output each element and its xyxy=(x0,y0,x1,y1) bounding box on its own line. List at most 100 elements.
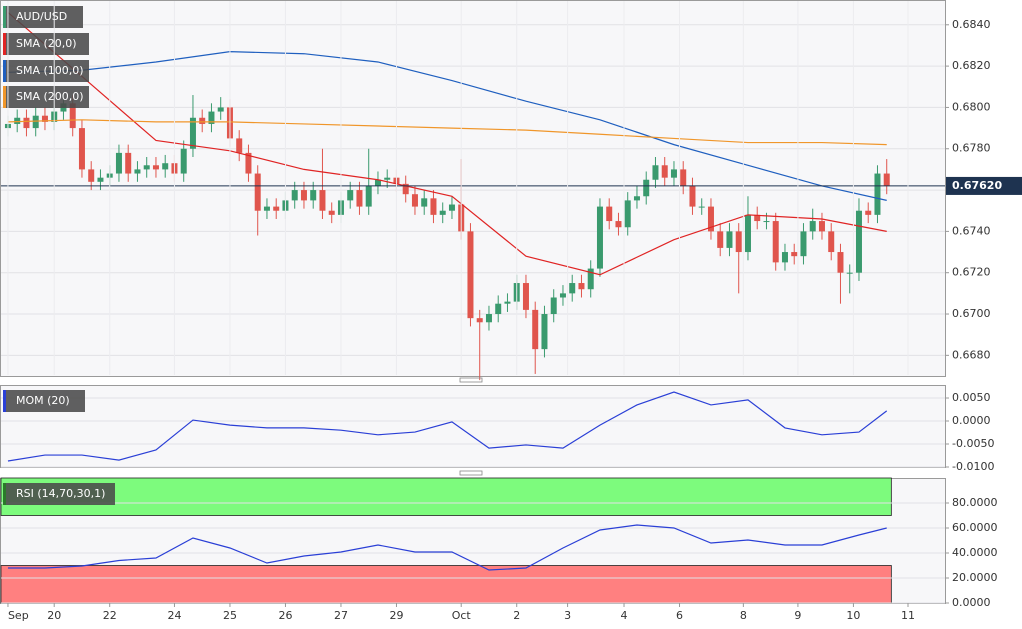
candle-body xyxy=(735,231,742,253)
candle-body xyxy=(208,111,215,124)
candle-body xyxy=(374,179,381,186)
y-tick-label: 40.0000 xyxy=(952,546,998,559)
x-tick-label: 27 xyxy=(334,609,348,622)
y-tick-label: 0.6780 xyxy=(952,142,991,155)
y-tick-label: 20.0000 xyxy=(952,571,998,584)
candle-body xyxy=(310,190,317,201)
candle-body xyxy=(189,117,196,149)
legend-swatch xyxy=(3,6,6,28)
candle-body xyxy=(781,252,788,263)
x-tick-label: 29 xyxy=(389,609,403,622)
legend-box xyxy=(3,483,115,505)
candle-body xyxy=(707,206,714,232)
candle-body xyxy=(115,152,122,174)
plot-area xyxy=(0,385,946,468)
legend-label: AUD/USD xyxy=(16,10,67,23)
candle-body xyxy=(291,190,298,201)
legend-swatch xyxy=(3,390,6,412)
y-tick-label: 0.0000 xyxy=(952,414,991,427)
legend-item: MOM (20) xyxy=(3,390,85,412)
last-price-box xyxy=(946,176,1022,195)
y-tick-label: 0.0050 xyxy=(952,391,991,404)
candle-body xyxy=(772,221,779,263)
x-tick-label: 25 xyxy=(223,609,237,622)
legend-swatch xyxy=(3,86,6,108)
legend-label: SMA (100,0) xyxy=(16,64,84,77)
candle-body xyxy=(883,173,890,186)
candle-body xyxy=(88,169,95,182)
legend-swatch xyxy=(3,60,6,82)
candle-body xyxy=(596,206,603,269)
candle-body xyxy=(670,169,677,178)
legend-box xyxy=(3,390,85,412)
candle-body xyxy=(402,183,409,195)
candle-body xyxy=(23,117,30,129)
candle-body xyxy=(97,177,104,182)
legend-box xyxy=(3,60,89,82)
candle-body xyxy=(661,165,668,178)
candle-body xyxy=(559,293,566,298)
candle-body xyxy=(356,190,363,207)
x-tick-label: 9 xyxy=(794,609,801,622)
candle-body xyxy=(384,177,391,180)
y-tick-label: 0.6740 xyxy=(952,224,991,237)
y-tick-label: 0.6720 xyxy=(952,266,991,279)
x-tick-label: 26 xyxy=(278,609,292,622)
legend-item: SMA (200,0) xyxy=(3,86,89,108)
candle-body xyxy=(300,190,307,201)
candle-body xyxy=(180,148,187,174)
candle-body xyxy=(504,301,511,304)
candle-body xyxy=(347,190,354,201)
candle-body xyxy=(698,206,705,208)
candle-body xyxy=(643,179,650,197)
candle-body xyxy=(319,190,326,211)
candle-body xyxy=(78,128,85,170)
legend-item: SMA (100,0) xyxy=(3,60,89,82)
candle-body xyxy=(615,221,622,228)
y-tick-label: 0.6820 xyxy=(952,59,991,72)
candle-body xyxy=(467,231,474,319)
legend-swatch xyxy=(3,483,6,505)
candle-body xyxy=(865,210,872,215)
x-tick-label: 20 xyxy=(47,609,61,622)
candle-body xyxy=(495,303,502,315)
candle-body xyxy=(448,204,455,211)
legend-item: AUD/USD xyxy=(3,6,83,28)
y-tick-label: 0.6840 xyxy=(952,18,991,31)
x-tick-label: 2 xyxy=(513,609,520,622)
candle-body xyxy=(14,117,21,124)
candle-body xyxy=(744,214,751,253)
candle-body xyxy=(328,210,335,215)
candle-body xyxy=(541,314,548,350)
candle-body xyxy=(689,185,696,207)
candle-body xyxy=(680,169,687,186)
candle-body xyxy=(152,165,159,170)
candle-body xyxy=(485,314,492,323)
candle-body xyxy=(550,297,557,315)
candle-body xyxy=(421,198,428,207)
candle-body xyxy=(411,194,418,207)
sma-line xyxy=(7,51,887,201)
y-tick-label: 60.0000 xyxy=(952,521,998,534)
x-tick-label: 6 xyxy=(676,609,683,622)
y-tick-label: 0.6700 xyxy=(952,307,991,320)
candle-body xyxy=(818,221,825,232)
indicator-line xyxy=(7,524,887,571)
candle-body xyxy=(633,196,640,201)
candle-body xyxy=(606,206,613,222)
candle-body xyxy=(726,231,733,248)
candle-body xyxy=(430,198,437,215)
y-tick-label: -0.0100 xyxy=(952,460,994,473)
candle-body xyxy=(69,103,76,129)
legend-label: MOM (20) xyxy=(16,394,70,407)
x-tick-label: Sep xyxy=(8,609,29,622)
x-tick-label: 4 xyxy=(621,609,628,622)
candle-body xyxy=(791,252,798,257)
panel-handle xyxy=(459,377,483,383)
candle-body xyxy=(365,185,372,207)
x-tick-label: 22 xyxy=(103,609,117,622)
legend-label: RSI (14,70,30,1) xyxy=(16,487,105,500)
candle-body xyxy=(254,173,261,211)
sma-line xyxy=(7,11,887,276)
